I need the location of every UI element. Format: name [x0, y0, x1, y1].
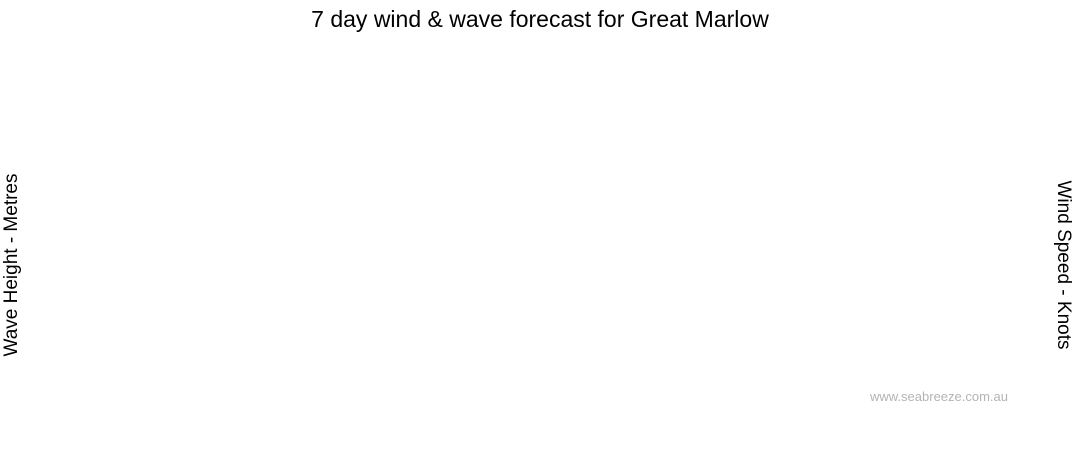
page-title: 7 day wind & wave forecast for Great Mar… [311, 6, 769, 32]
watermark: www.seabreeze.com.au [869, 389, 1008, 404]
